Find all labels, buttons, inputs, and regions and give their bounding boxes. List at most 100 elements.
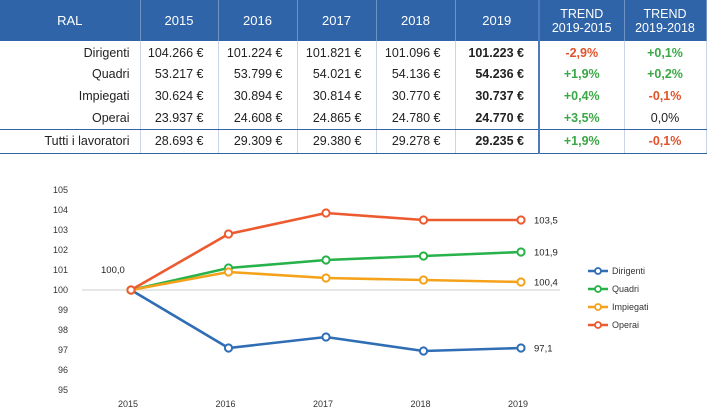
data-point (418, 275, 429, 285)
start-value-label: 100,0 (101, 265, 125, 276)
cell-value: 101.096 € (376, 41, 456, 63)
cell-trend-2019-2015: -2,9% (538, 41, 625, 63)
cell-value: 24.770 € (455, 107, 540, 130)
cell-value: 30.814 € (297, 85, 377, 107)
series-group: 97,1 101,9 100,4 103,5 100,0 (101, 208, 558, 356)
header-trend-2019-2018: TREND 2019-2018 (624, 0, 707, 41)
header-trend-period: 2019-2015 (551, 20, 612, 35)
legend-label: Impiegati (612, 302, 649, 312)
legend-marker (594, 321, 602, 329)
cell-value: 24.865 € (297, 107, 377, 130)
table-row: Quadri 53.217 €53.799 €54.021 €54.136 €54… (0, 63, 707, 85)
header-trend-title: TREND (643, 6, 687, 21)
data-point (223, 229, 234, 239)
end-value-label: 103,5 (534, 216, 558, 227)
cell-value: 24.780 € (376, 107, 456, 130)
header-year: 2019 (455, 0, 540, 41)
cell-value: 54.236 € (455, 63, 540, 85)
cell-value: 29.235 € (455, 129, 540, 154)
header-year: 2016 (218, 0, 298, 41)
row-label: Dirigenti (0, 41, 141, 63)
legend-label: Operai (612, 320, 639, 330)
x-tick-label: 2015 (118, 399, 138, 409)
cell-value: 23.937 € (140, 107, 219, 130)
row-label: Impiegati (0, 85, 141, 107)
cell-value: 53.217 € (140, 63, 219, 85)
cell-value: 29.309 € (218, 129, 298, 154)
table-row: Operai 23.937 €24.608 €24.865 €24.780 €24… (0, 107, 707, 130)
cell-trend-2019-2015: +0,4% (538, 85, 625, 107)
cell-trend-2019-2018: -0,1% (624, 85, 707, 107)
cell-trend-2019-2015: +1,9% (538, 129, 625, 154)
x-tick-label: 2017 (313, 399, 333, 409)
y-tick-label: 100 (53, 285, 68, 295)
data-point (321, 255, 331, 265)
x-tick-label: 2019 (508, 399, 528, 409)
y-tick-label: 101 (53, 265, 68, 275)
y-tick-label: 97 (58, 345, 68, 355)
data-point (321, 273, 331, 283)
cell-value: 104.266 € (140, 41, 219, 63)
data-point (516, 247, 526, 257)
data-point (321, 332, 331, 342)
end-value-label: 97,1 (534, 344, 553, 355)
cell-trend-2019-2015: +3,5% (538, 107, 625, 130)
cell-trend-2019-2018: -0,1% (624, 129, 707, 154)
data-point (223, 267, 234, 277)
data-point (126, 285, 136, 295)
cell-trend-2019-2018: +0,2% (624, 63, 707, 85)
y-tick-label: 105 (53, 185, 68, 195)
legend: Dirigenti Quadri Impiegati Operai (588, 266, 649, 330)
row-label: Tutti i lavoratori (0, 129, 141, 154)
row-label: Quadri (0, 63, 141, 85)
data-point (418, 251, 429, 261)
series-line-dirigenti (130, 288, 522, 353)
data-point (418, 215, 429, 225)
cell-value: 54.021 € (297, 63, 377, 85)
cell-value: 29.380 € (297, 129, 377, 154)
cell-trend-2019-2015: +1,9% (538, 63, 625, 85)
header-trend-title: TREND (560, 6, 604, 21)
cell-value: 30.624 € (140, 85, 219, 107)
header-year: 2015 (140, 0, 219, 41)
data-point (516, 215, 526, 225)
table-row: Impiegati 30.624 €30.894 €30.814 €30.770 … (0, 85, 707, 107)
header-year: 2017 (297, 0, 377, 41)
header-ral: RAL (0, 0, 141, 41)
cell-trend-2019-2018: +0,1% (624, 41, 707, 63)
y-tick-label: 95 (58, 385, 68, 395)
cell-value: 30.770 € (376, 85, 456, 107)
legend-marker (594, 267, 602, 275)
header-year: 2018 (376, 0, 456, 41)
data-point (223, 343, 234, 353)
data-point (516, 343, 526, 353)
ral-table: RAL 2015 2016 2017 2018 2019 TREND 2019-… (0, 0, 707, 154)
cell-value: 101.224 € (218, 41, 298, 63)
y-tick-label: 103 (53, 225, 68, 235)
y-tick-label: 98 (58, 325, 68, 335)
data-point (321, 208, 331, 218)
y-tick-label: 102 (53, 245, 68, 255)
x-tick-label: 2016 (215, 399, 235, 409)
legend-marker (594, 303, 602, 311)
table-row: Tutti i lavoratori 28.693 €29.309 €29.380… (0, 129, 707, 154)
x-tick-label: 2018 (410, 399, 430, 409)
y-tick-label: 104 (53, 205, 68, 215)
y-tick-label: 99 (58, 305, 68, 315)
y-tick-label: 96 (58, 365, 68, 375)
data-point (516, 277, 526, 287)
table-header-row: RAL 2015 2016 2017 2018 2019 TREND 2019-… (0, 0, 707, 41)
cell-value: 29.278 € (376, 129, 456, 154)
cell-trend-2019-2018: 0,0% (624, 107, 707, 130)
cell-value: 54.136 € (376, 63, 456, 85)
end-value-label: 101,9 (534, 248, 558, 259)
legend-label: Dirigenti (612, 266, 645, 276)
x-axis: 2015 2016 2017 2018 2019 (118, 399, 528, 409)
cell-value: 101.821 € (297, 41, 377, 63)
cell-value: 24.608 € (218, 107, 298, 130)
y-axis: 95 96 97 98 99 100 101 102 103 104 105 (53, 185, 68, 395)
header-trend-2019-2015: TREND 2019-2015 (538, 0, 625, 41)
data-point (418, 346, 429, 356)
cell-value: 30.737 € (455, 85, 540, 107)
row-label: Operai (0, 107, 141, 130)
